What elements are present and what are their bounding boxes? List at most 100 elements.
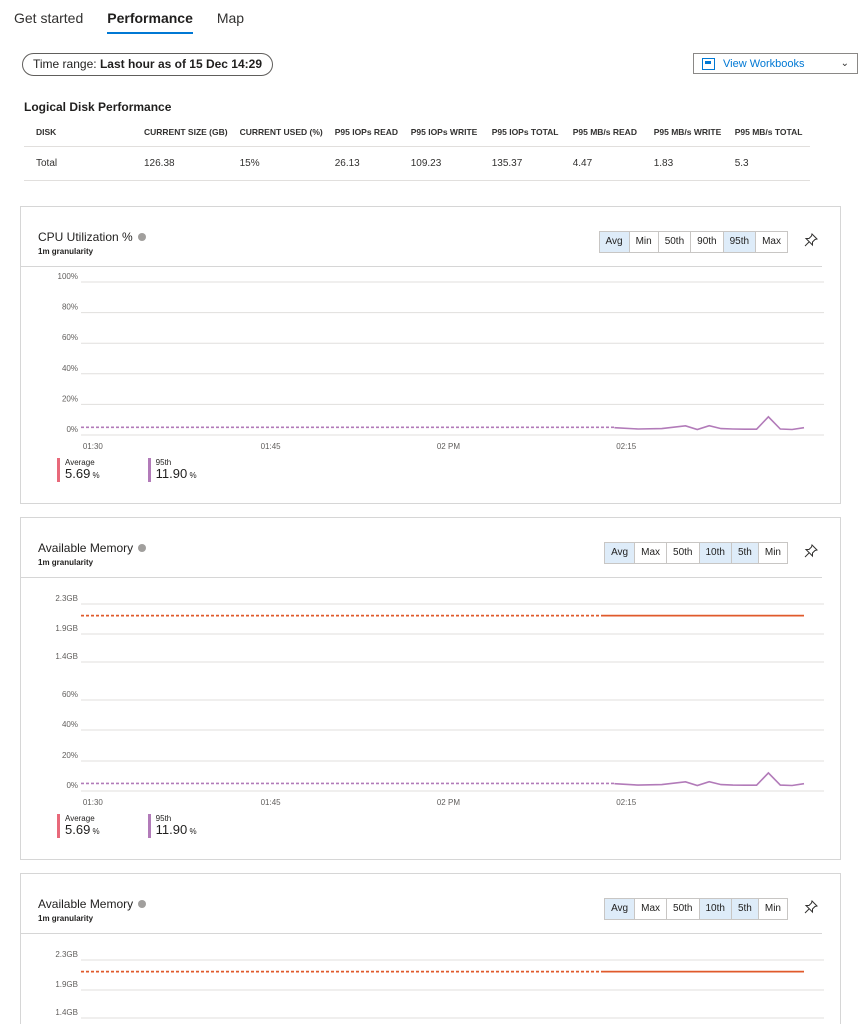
- agg-button[interactable]: 10th: [699, 899, 732, 919]
- card-divider: [21, 933, 822, 934]
- cpu-chart: 0% 20% 40% 60% 80% 100% 01:30 01:45 02 PM 02:15: [58, 272, 824, 451]
- y-tick-label: 1.9GB: [55, 624, 78, 633]
- legend-name: 95th: [155, 458, 172, 467]
- agg-button[interactable]: Max: [635, 899, 668, 919]
- y-tick-label: 60%: [62, 333, 78, 342]
- column-header: P95 MB/s WRITE: [641, 118, 723, 147]
- agg-button[interactable]: Avg: [605, 543, 636, 563]
- y-tick-label: 1.4GB: [55, 652, 78, 661]
- legend-color-swatch: [57, 814, 60, 838]
- tab-performance[interactable]: Performance: [107, 10, 193, 34]
- legend-unit: %: [92, 827, 100, 836]
- table-cell: 26.13: [322, 146, 399, 181]
- agg-button[interactable]: Min: [758, 899, 787, 919]
- legend-item-average[interactable]: Average 5.69 %: [57, 814, 100, 838]
- time-range-prefix: Time range:: [33, 57, 97, 71]
- table-cell: 109.23: [398, 146, 480, 181]
- agg-button[interactable]: Avg: [599, 232, 630, 252]
- legend-value: 5.69: [65, 822, 91, 837]
- card-divider: [21, 266, 822, 267]
- column-header: P95 MB/s TOTAL: [722, 118, 810, 147]
- chevron-down-icon: ⌄: [840, 58, 849, 69]
- x-tick-label: 01:30: [83, 442, 104, 451]
- info-icon[interactable]: [138, 900, 147, 908]
- table-cell: 5.3: [722, 146, 810, 181]
- tab-get-started[interactable]: Get started: [14, 10, 84, 26]
- card-title: CPU Utilization %: [38, 230, 146, 244]
- aggregation-toggle-group: Avg Min 50th 90th 95th Max: [598, 231, 788, 253]
- aggregation-toggle-group: Avg Max 50th 10th 5th Min: [604, 542, 788, 564]
- pin-icon[interactable]: [804, 900, 818, 914]
- table-cell: 4.47: [560, 146, 642, 181]
- x-tick-label: 02:15: [616, 442, 637, 451]
- card-title: Available Memory: [38, 897, 147, 911]
- info-icon[interactable]: [137, 233, 146, 241]
- legend-name: 95th: [155, 814, 172, 823]
- x-tick-label: 01:45: [261, 442, 282, 451]
- y-tick-label: 20%: [62, 394, 78, 403]
- agg-button[interactable]: 50th: [667, 543, 700, 563]
- y-tick-label: 80%: [62, 303, 78, 312]
- table-row[interactable]: Total 126.38 15% 26.13 109.23 135.37 4.4…: [24, 146, 810, 181]
- table-cell: 1.83: [641, 146, 723, 181]
- agg-button[interactable]: 95th: [723, 232, 757, 252]
- y-tick-label: 20%: [62, 751, 78, 760]
- legend-value: 5.69: [65, 466, 91, 481]
- info-icon[interactable]: [138, 544, 147, 552]
- agg-button[interactable]: Max: [756, 232, 787, 252]
- table-cell: 135.37: [479, 146, 561, 181]
- agg-button[interactable]: Avg: [605, 899, 636, 919]
- y-tick-label: 0%: [66, 425, 78, 434]
- agg-button[interactable]: 5th: [731, 543, 759, 563]
- agg-button[interactable]: 50th: [658, 232, 692, 252]
- y-tick-label: 2.3GB: [55, 594, 78, 603]
- y-tick-label: 40%: [62, 720, 78, 729]
- legend-item-95th[interactable]: 95th 11.90 %: [147, 814, 197, 838]
- legend-item-average[interactable]: Average 5.69 %: [57, 458, 100, 482]
- card-title-text: Available Memory: [38, 541, 134, 555]
- table-cell: 126.38: [132, 146, 228, 181]
- tab-bar: Get started Performance Map: [14, 10, 268, 34]
- agg-button[interactable]: 5th: [731, 899, 759, 919]
- agg-button[interactable]: 50th: [667, 899, 700, 919]
- available-memory-card: Available Memory 1m granularity Avg Max …: [20, 873, 841, 1024]
- legend-unit: %: [92, 471, 100, 480]
- legend-unit: %: [189, 827, 197, 836]
- chart-legend: Average 5.69 % 95th 11.90 %: [57, 458, 197, 482]
- series-line: [614, 771, 805, 787]
- card-title: Available Memory: [38, 541, 147, 555]
- time-range-button[interactable]: Time range: Last hour as of 15 Dec 14:29: [22, 53, 274, 76]
- y-tick-label: 1.9GB: [55, 980, 78, 989]
- tab-map[interactable]: Map: [216, 10, 245, 26]
- y-tick-label: 40%: [62, 364, 78, 373]
- agg-button[interactable]: 90th: [691, 232, 724, 252]
- series-line: [614, 415, 805, 431]
- y-tick-label: 100%: [58, 272, 78, 281]
- workbook-icon: [702, 57, 715, 70]
- legend-item-95th[interactable]: 95th 11.90 %: [147, 458, 197, 482]
- column-header: CURRENT USED (%): [227, 118, 323, 147]
- legend-name: Average: [65, 458, 95, 467]
- card-divider: [21, 577, 822, 578]
- y-tick-label: 0%: [66, 781, 78, 790]
- time-range-value: Last hour as of 15 Dec 14:29: [99, 57, 263, 71]
- memory-chart: 0% 20% 40% 60% 1.4GB 1.9GB 2.3GB 01:30 01:45 02 P…: [55, 594, 824, 807]
- legend-color-swatch: [147, 814, 151, 838]
- y-tick-label: 60%: [62, 690, 78, 699]
- column-header: DISK: [24, 118, 132, 147]
- agg-button[interactable]: Min: [758, 543, 787, 563]
- granularity-label: 1m granularity: [38, 247, 94, 256]
- legend-name: Average: [65, 814, 95, 823]
- agg-button[interactable]: Max: [635, 543, 668, 563]
- pin-icon[interactable]: [804, 233, 818, 247]
- agg-button[interactable]: Min: [629, 232, 659, 252]
- legend-value: 11.90: [155, 466, 188, 481]
- pin-icon[interactable]: [804, 544, 818, 558]
- granularity-label: 1m granularity: [38, 914, 94, 923]
- column-header: P95 IOPs READ: [322, 118, 399, 147]
- view-workbooks-dropdown[interactable]: View Workbooks ⌄: [693, 53, 858, 74]
- table-cell: Total: [24, 146, 132, 181]
- chart-legend: Average 5.69 % 95th 11.90 %: [57, 814, 197, 838]
- memory-chart: 1.4GB 1.9GB 2.3GB: [55, 950, 824, 1019]
- agg-button[interactable]: 10th: [699, 543, 732, 563]
